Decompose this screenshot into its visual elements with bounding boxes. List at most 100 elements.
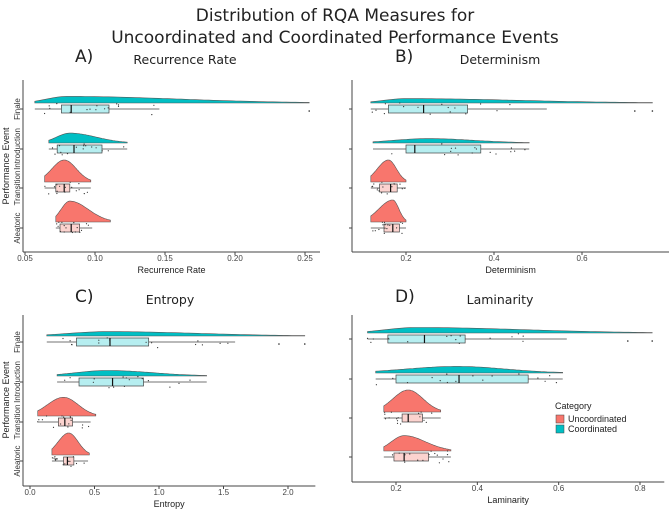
jitter-point — [517, 333, 520, 335]
jitter-point — [48, 193, 50, 195]
jitter-point — [375, 109, 377, 111]
jitter-point — [89, 108, 91, 110]
jitter-point — [49, 107, 51, 109]
jitter-point — [388, 417, 390, 419]
jitter-point — [495, 153, 497, 155]
x-tick-label: 0.5 — [89, 488, 101, 497]
jitter-point — [381, 192, 383, 194]
jitter-point — [366, 337, 369, 339]
jitter-point — [387, 224, 389, 226]
jitter-point — [383, 221, 386, 223]
jitter-point — [448, 461, 450, 463]
density-half-violin — [370, 199, 407, 223]
x-tick-label: 0.20 — [227, 254, 243, 263]
outlier-point — [278, 343, 280, 345]
jitter-point — [514, 150, 516, 152]
jitter-point — [450, 147, 452, 149]
jitter-point — [178, 382, 180, 384]
jitter-point — [56, 223, 58, 225]
jitter-point — [83, 193, 85, 195]
jitter-point — [44, 112, 46, 115]
jitter-point — [449, 111, 451, 113]
jitter-point — [78, 183, 80, 185]
box-iqr — [55, 183, 71, 193]
jitter-point — [378, 190, 380, 192]
box-iqr — [59, 223, 80, 233]
jitter-point — [79, 231, 81, 233]
jitter-point — [375, 384, 377, 386]
jitter-point — [60, 423, 62, 425]
jitter-point — [444, 154, 446, 156]
jitter-point — [391, 186, 393, 188]
jitter-point — [80, 229, 83, 231]
jitter-point — [382, 224, 384, 226]
jitter-point — [423, 419, 425, 421]
jitter-point — [56, 190, 58, 192]
box-iqr — [393, 452, 429, 462]
jitter-point — [458, 342, 460, 344]
jitter-point — [107, 150, 109, 152]
jitter-point — [384, 418, 387, 420]
jitter-point — [69, 416, 71, 418]
jitter-point — [441, 143, 443, 145]
jitter-point — [418, 412, 420, 414]
jitter-point — [384, 227, 386, 229]
group-finale: Finale — [13, 96, 311, 120]
jitter-point — [82, 148, 84, 150]
jitter-point — [64, 186, 66, 188]
panel-title: Laminarity — [467, 292, 534, 307]
jitter-point — [56, 184, 58, 186]
panel-title: Determinism — [460, 52, 541, 67]
jitter-point — [422, 459, 424, 461]
jitter-point — [472, 375, 474, 377]
jitter-point — [446, 335, 448, 337]
jitter-point — [75, 146, 77, 148]
density-half-violin — [383, 435, 452, 452]
density-half-violin — [56, 370, 208, 377]
jitter-point — [509, 104, 511, 106]
jitter-point — [454, 147, 457, 149]
box-iqr — [383, 223, 400, 233]
figure-title-line2: Uncoordinated and Coordinated Performanc… — [111, 28, 559, 48]
jitter-point — [549, 375, 551, 377]
jitter-point — [537, 377, 539, 379]
legend-swatch-coordinated — [555, 424, 565, 434]
jitter-point — [70, 419, 72, 421]
jitter-point — [95, 109, 97, 111]
jitter-point — [91, 146, 93, 148]
group-transition — [349, 389, 442, 425]
jitter-point — [511, 336, 513, 338]
panel-determinism: B) Determinism 0.2 0.4 0.6 Determinism — [349, 47, 669, 275]
x-tick-label: 0.05 — [17, 254, 33, 263]
jitter-point — [407, 341, 409, 343]
jitter-point — [106, 337, 108, 339]
jitter-point — [189, 379, 191, 381]
jitter-point — [66, 153, 69, 155]
group-introduction — [349, 366, 564, 386]
jitter-point — [397, 417, 399, 419]
jitter-point — [518, 373, 520, 375]
y-axis-title: Performance Event — [1, 127, 11, 205]
jitter-point — [113, 386, 115, 388]
x-tick-label: 0.0 — [24, 488, 36, 497]
jitter-point — [401, 188, 403, 190]
jitter-point — [169, 386, 171, 388]
jitter-point — [555, 382, 558, 384]
jitter-point — [425, 421, 427, 423]
jitter-point — [41, 419, 44, 421]
jitter-point — [399, 102, 401, 104]
x-axis-title: Entropy — [154, 499, 186, 509]
jitter-point — [53, 457, 55, 459]
jitter-point — [491, 375, 493, 377]
jitter-point — [123, 385, 125, 387]
jitter-point — [383, 113, 385, 115]
jitter-point — [489, 337, 491, 339]
density-half-violin — [37, 397, 97, 417]
density-half-violin — [370, 159, 407, 183]
jitter-point — [151, 342, 153, 344]
jitter-point — [65, 227, 67, 229]
y-tick-label: Transition — [13, 405, 22, 440]
jitter-point — [420, 411, 422, 413]
outlier-point — [634, 110, 636, 112]
jitter-point — [71, 343, 73, 346]
